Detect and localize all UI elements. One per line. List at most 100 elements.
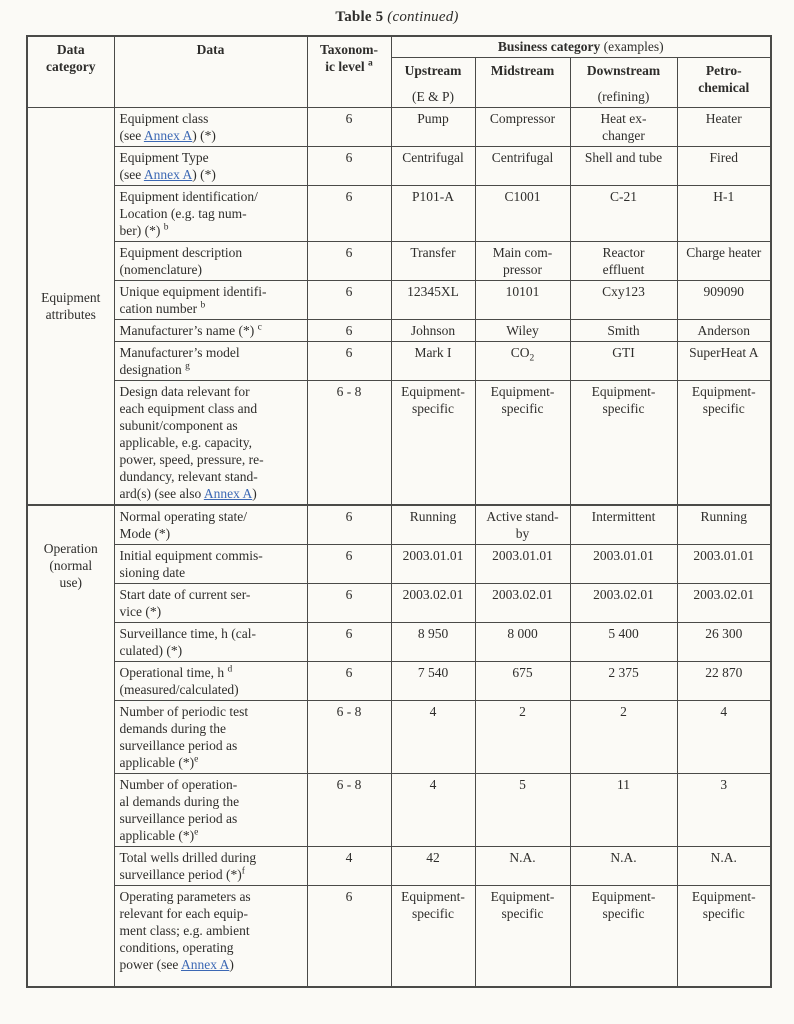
value-cell: 10101 — [474, 279, 571, 320]
value-cell: Heater — [676, 106, 772, 147]
value-cell: 4 — [676, 699, 772, 774]
table-row: Start date of current ser-vice (*) 6 2003.… — [27, 582, 772, 623]
value-cell: Equipment-specific — [676, 379, 772, 505]
value-cell: Pump — [390, 106, 476, 147]
value-cell: 5 — [474, 772, 571, 847]
value-cell: Compressor — [474, 106, 571, 147]
value-cell: Active stand-by — [474, 503, 571, 545]
value-cell: Reactor effluent — [569, 240, 678, 281]
value-cell: Equipment-specific — [569, 884, 678, 988]
header-business-column: Midstream — [474, 56, 571, 108]
data-label-cell: Design data relevant for each equipment c… — [113, 379, 308, 505]
data-label-cell: Number of periodic test demands during th… — [113, 699, 308, 774]
taxonomic-level-cell: 4 — [306, 845, 392, 886]
value-cell: Running — [676, 503, 772, 545]
header-business-column: Downstream (refining) — [569, 56, 678, 108]
value-cell: Smith — [569, 318, 678, 342]
table-body: Equipment attributes Equipment class (see A… — [26, 106, 772, 988]
header-data: Data — [113, 35, 308, 108]
value-cell: Wiley — [474, 318, 571, 342]
data-label-cell: Equipment description (nomenclature) — [113, 240, 308, 281]
header-data-category: Data category — [26, 35, 115, 108]
data-label-cell: Manufacturer’s model designation g — [113, 340, 308, 381]
value-cell: 2 — [474, 699, 571, 774]
taxonomic-level-cell: 6 — [306, 621, 392, 662]
taxonomic-level-cell: 6 — [306, 884, 392, 988]
value-cell: 2003.02.01 — [474, 582, 571, 623]
annex-a-link[interactable]: Annex A — [180, 956, 230, 972]
table-row: Design data relevant for each equipment c… — [27, 379, 772, 505]
taxonomic-level-cell: 6 — [306, 340, 392, 381]
taxonomic-level-cell: 6 — [306, 184, 392, 242]
table-row: Number of periodic test demands during th… — [27, 699, 772, 774]
taxonomic-level-cell: 6 — [306, 503, 392, 545]
value-cell: P101-A — [390, 184, 476, 242]
header-row-business-columns: Upstream (E & P) Midstream Downstream (refin… — [27, 56, 772, 108]
annex-a-link[interactable]: Annex A — [143, 166, 193, 182]
table-row: Number of operation-al demands during th… — [27, 772, 772, 847]
value-cell: 8 950 — [390, 621, 476, 662]
value-cell: Transfer — [390, 240, 476, 281]
value-cell: 675 — [474, 660, 571, 701]
value-cell: Centrifugal — [390, 145, 476, 186]
value-cell: Equipment-specific — [474, 379, 571, 505]
value-cell: Equipment-specific — [569, 379, 678, 505]
value-cell: Fired — [676, 145, 772, 186]
data-label-cell: Number of operation-al demands during th… — [113, 772, 308, 847]
value-cell: N.A. — [569, 845, 678, 886]
data-table: Data category Data Taxonom-ic level a Bus… — [26, 35, 773, 988]
value-cell: 2003.02.01 — [390, 582, 476, 623]
value-cell: 11 — [569, 772, 678, 847]
taxonomic-level-cell: 6 — [306, 543, 392, 584]
value-cell: C-21 — [569, 184, 678, 242]
value-cell: SuperHeat A — [676, 340, 772, 381]
value-cell: 4 — [390, 772, 476, 847]
header-taxonomic-level: Taxonom-ic level a — [306, 35, 392, 108]
value-cell: Intermittent — [569, 503, 678, 545]
taxonomic-level-cell: 6 — [306, 279, 392, 320]
value-cell: Equipment-specific — [474, 884, 571, 988]
table-row: Manufacturer’s name (*) c 6 Johnson Wiley Sm… — [27, 318, 772, 342]
taxonomic-level-cell: 6 — [306, 318, 392, 342]
value-cell: Equipment-specific — [676, 884, 772, 988]
taxonomic-level-cell: 6 — [306, 240, 392, 281]
data-label-cell: Operational time, h d (measured/calculate… — [113, 660, 308, 701]
data-label-cell: Surveillance time, h (cal-culated) (*) — [113, 621, 308, 662]
value-cell: Running — [390, 503, 476, 545]
value-cell: N.A. — [676, 845, 772, 886]
value-cell: 909090 — [676, 279, 772, 320]
header-row-top: Data category Data Taxonom-ic level a Bus… — [26, 35, 772, 108]
data-label-cell: Equipment identification/Location (e.g. … — [113, 184, 308, 242]
value-cell: Shell and tube — [569, 145, 678, 186]
taxonomic-level-cell: 6 - 8 — [306, 379, 392, 505]
value-cell: 5 400 — [569, 621, 678, 662]
value-cell: Charge heater — [676, 240, 772, 281]
annex-a-link[interactable]: Annex A — [203, 485, 253, 501]
value-cell: 42 — [390, 845, 476, 886]
table-row: Unique equipment identifi-cation number … — [27, 279, 772, 320]
taxonomic-level-cell: 6 - 8 — [306, 699, 392, 774]
value-cell: N.A. — [474, 845, 571, 886]
table-row: Manufacturer’s model designation g 6 Mark I… — [27, 340, 772, 381]
table-row: Equipment attributes Equipment class (see A… — [26, 106, 772, 505]
header-business-column-subtitle: (E & P) — [412, 88, 454, 104]
taxonomic-level-cell: 6 - 8 — [306, 772, 392, 847]
table-row: Total wells drilled during surveillance p… — [27, 845, 772, 886]
data-label-cell: Operating parameters as relevant for each… — [113, 884, 308, 988]
data-label-cell: Normal operating state/Mode (*) — [113, 503, 308, 545]
value-cell: Cxy123 — [569, 279, 678, 320]
data-label-cell: Equipment class (see Annex A) (*) — [113, 106, 308, 147]
value-cell: Equipment-specific — [390, 884, 476, 988]
value-cell: 7 540 — [390, 660, 476, 701]
data-label-cell: Initial equipment commis-sioning date — [113, 543, 308, 584]
value-cell: Main com-pressor — [474, 240, 571, 281]
annex-a-link[interactable]: Annex A — [143, 127, 193, 143]
table-row: Operational time, h d (measured/calculate… — [27, 660, 772, 701]
value-cell: C1001 — [474, 184, 571, 242]
table-title: Table 5 (continued) — [0, 9, 794, 26]
value-cell: Centrifugal — [474, 145, 571, 186]
table-header: Data category Data Taxonom-ic level a Bus… — [26, 35, 772, 108]
value-cell: 12345XL — [390, 279, 476, 320]
data-label-cell: Unique equipment identifi-cation number … — [113, 279, 308, 320]
